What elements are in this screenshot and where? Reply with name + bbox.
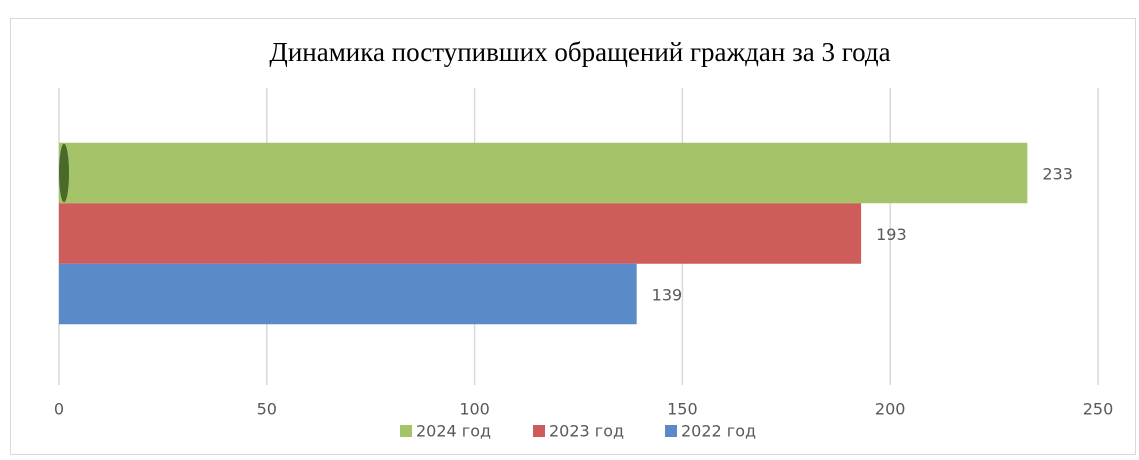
- bar-cap: [59, 143, 69, 203]
- legend-swatch: [665, 425, 677, 437]
- legend-label: 2023 год: [549, 422, 624, 441]
- legend-label: 2024 год: [416, 422, 491, 441]
- legend-swatch: [533, 425, 545, 437]
- data-label: 233: [1042, 165, 1073, 184]
- x-tick-label: 100: [459, 400, 490, 419]
- legend-label: 2022 год: [681, 422, 756, 441]
- legend-swatch: [400, 425, 412, 437]
- x-tick-label: 200: [875, 400, 906, 419]
- x-tick-label: 50: [257, 400, 277, 419]
- bar: [59, 142, 1028, 204]
- chart-title: Динамика поступивших обращений граждан з…: [269, 37, 890, 67]
- bar: [59, 263, 637, 325]
- x-tick-label: 250: [1083, 400, 1114, 419]
- x-tick-label: 0: [54, 400, 64, 419]
- data-label: 139: [652, 286, 683, 305]
- data-label: 193: [876, 225, 907, 244]
- x-tick-label: 150: [667, 400, 698, 419]
- bar: [59, 203, 862, 264]
